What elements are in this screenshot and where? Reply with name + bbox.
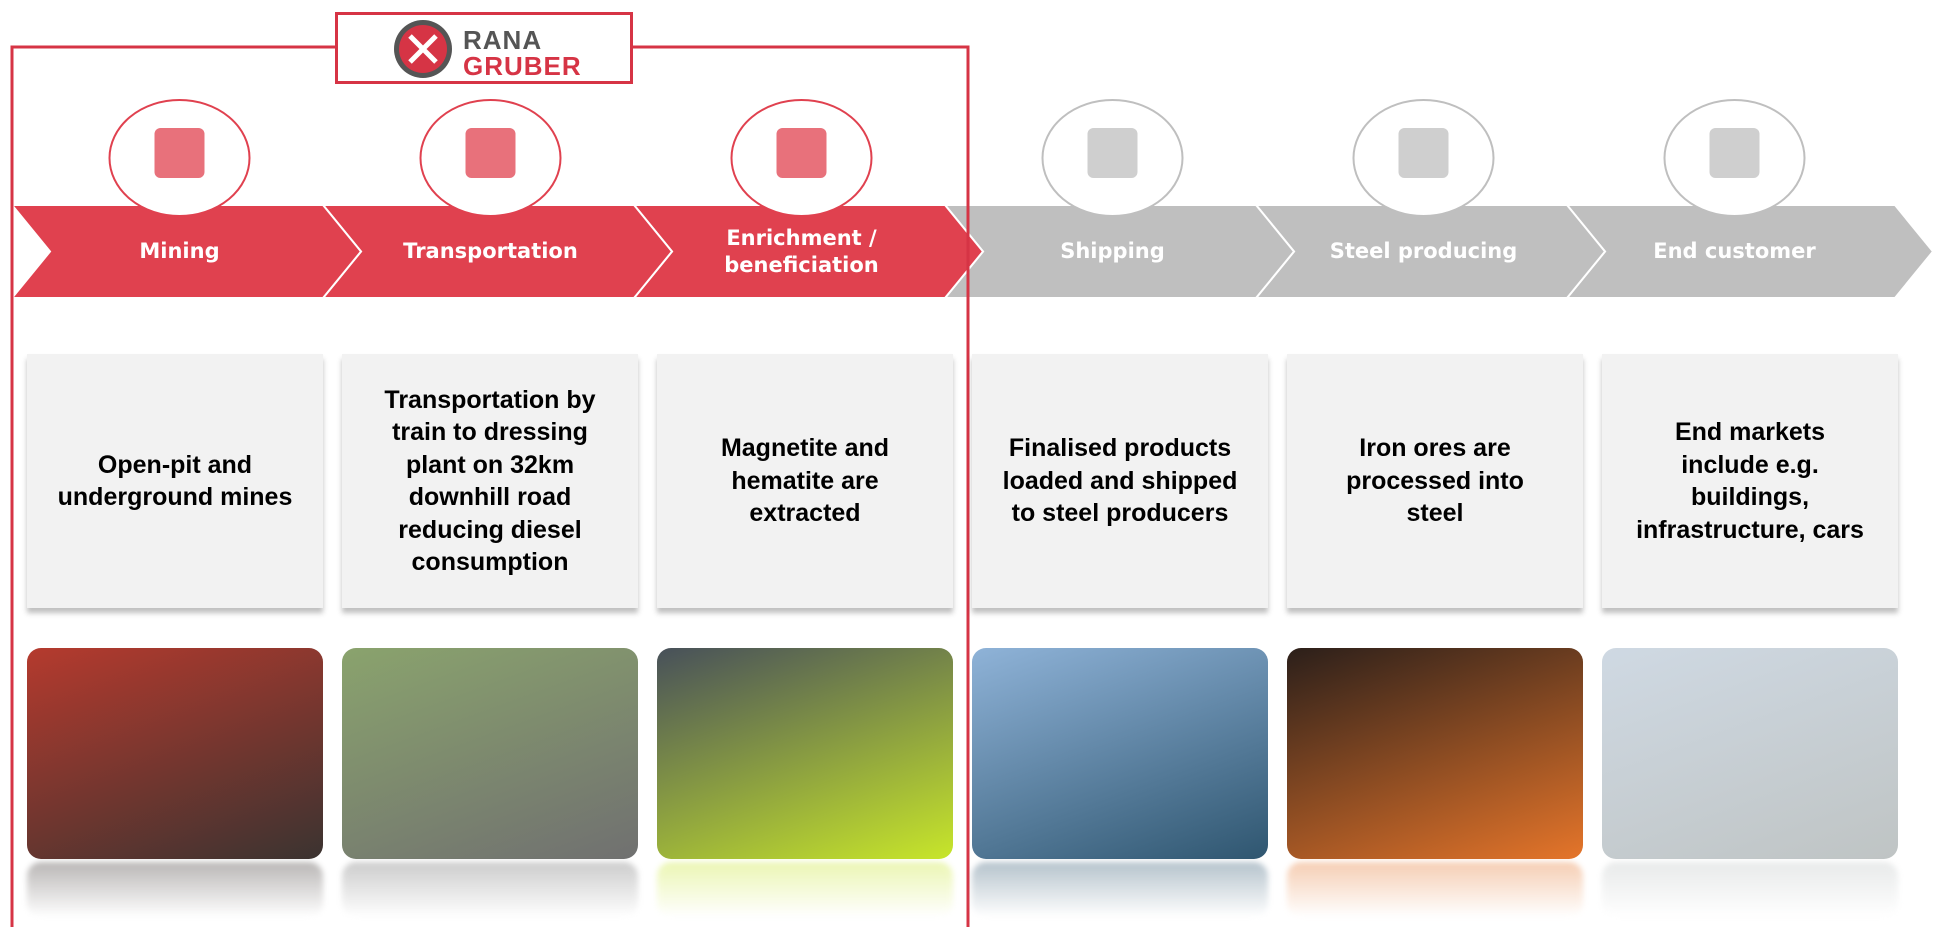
icon-glyph (1398, 128, 1449, 178)
photo-reflection (1287, 862, 1583, 917)
photo-reflection (27, 862, 323, 917)
logo-hammers (408, 34, 438, 64)
step-description: Iron ores are processed into steel (1287, 354, 1583, 608)
logo-text: RANA (463, 25, 543, 55)
chevron (9, 204, 363, 299)
step-photo (342, 648, 638, 859)
step-label: Enrichment / beneficiation (724, 226, 879, 277)
logo: RANA GRUBER (335, 12, 633, 84)
photo-reflection (657, 862, 953, 917)
step-label: Mining (139, 239, 220, 264)
photo-reflection (342, 862, 638, 917)
step-icon (1041, 99, 1184, 217)
step-photo (27, 648, 323, 859)
icon-glyph (154, 128, 205, 178)
step-photo (1602, 648, 1898, 859)
step-icon (108, 99, 251, 217)
photo-reflection (1602, 862, 1898, 917)
icon-glyph (465, 128, 516, 178)
logo-icon (394, 20, 452, 78)
step-description: Magnetite and hematite are extracted (657, 354, 953, 608)
step-photo (657, 648, 953, 859)
step-description: Finalised products loaded and shipped to… (972, 354, 1268, 608)
step-label: Transportation (403, 239, 578, 264)
photo-reflection (972, 862, 1268, 917)
step-label: End customer (1653, 239, 1816, 264)
step-photo (972, 648, 1268, 859)
step-icon (1663, 99, 1806, 217)
icon-glyph (1087, 128, 1138, 178)
icon-glyph (776, 128, 827, 178)
step-label: Shipping (1060, 239, 1165, 264)
step-icon (419, 99, 562, 217)
step-photo (1287, 648, 1583, 859)
step-icon (730, 99, 873, 217)
step-icon (1352, 99, 1495, 217)
icon-glyph (1709, 128, 1760, 178)
logo-text: GRUBER (463, 51, 582, 81)
step-description: Open-pit and underground mines (27, 354, 323, 608)
step-description: Transportation by train to dressing plan… (342, 354, 638, 608)
step-label: Steel producing (1329, 239, 1518, 264)
step-description: End markets include e.g. buildings, infr… (1602, 354, 1898, 608)
